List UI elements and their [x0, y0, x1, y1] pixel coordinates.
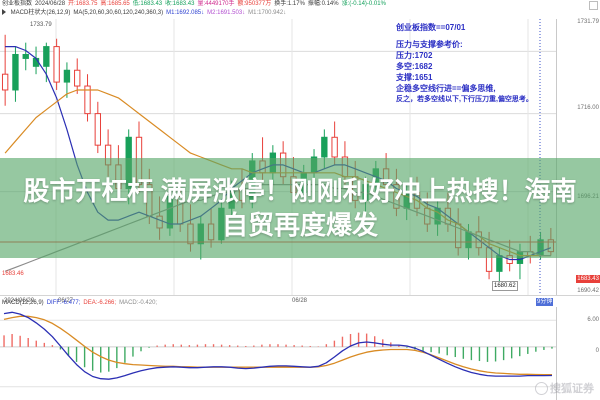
headline-overlay: 股市开杠杆 满屏涨停！刚刚利好冲上热搜！海南 自贸再度爆发: [0, 158, 600, 258]
axis-label-secondary: 1690.42: [577, 288, 599, 294]
axis-label-1: 1731.79: [577, 19, 599, 25]
window-corner-box[interactable]: [589, 1, 598, 10]
period-high-label: 1733.79: [30, 22, 52, 28]
note-title: 创业板指数==07/01: [396, 23, 466, 32]
macd-params-row: MACD(12,26,9) DIFF:-6.477; DEA:-6.266; MACD…: [0, 299, 600, 308]
note-line-5: 企稳多空线行进==偏多思维,: [396, 84, 496, 93]
quote-token-2: M1:1692.085↓: [166, 10, 205, 16]
date-label-mid: 06/27: [58, 298, 74, 304]
macd-chart-pane[interactable]: [0, 307, 556, 400]
macd-axis: 6.00 0: [556, 307, 600, 400]
current-price-tag: 1683.43: [576, 275, 600, 283]
quote-token-1: MA(5,20,60,30,60,120,240,360,3): [73, 10, 164, 16]
macd-axis-label-1: 6.00: [587, 317, 599, 323]
quote-token-2: DEA:-6.266;: [83, 300, 117, 306]
quote-token-5: 收:1683.43: [165, 1, 195, 7]
axis-label-2: 1716.00: [577, 105, 599, 111]
quote-token-3: 高:1685.65: [100, 1, 130, 7]
quote-token-0: MACD(12,26,9): [2, 300, 44, 306]
watermark-circle-icon: [535, 381, 548, 395]
watermark: 搜狐证券: [535, 380, 594, 396]
note-line-3: 多空:1682: [396, 62, 433, 71]
quote-header: 创业板指数 2024/06/28 开:1683.75 高:1685.65 低:1683.…: [0, 0, 600, 18]
quote-token-4: 低:1683.43: [132, 1, 163, 7]
quote-token-8: 换手:1.17%: [274, 1, 305, 7]
quote-token-3: M2:1691.503↓: [207, 10, 246, 16]
quote-token-0: MACD柱状大(26,12,9): [10, 10, 71, 16]
quote-token-0: 创业板指数: [2, 1, 33, 7]
macd-plot: [0, 311, 556, 388]
quote-token-1: 2024/06/28: [35, 1, 66, 7]
quote-token-4: M1:1700.942↓: [248, 10, 287, 16]
quote-token-1: DIFF:-6.477;: [46, 300, 81, 306]
quote-token-9: 振幅:0.14%: [307, 1, 339, 7]
quote-token-6: 量:4449170手: [197, 1, 235, 7]
date-label-tick: 06/28: [292, 298, 308, 304]
crosshair-time-tag: 9分钟: [536, 298, 554, 306]
note-line-6: 反之，若多空线以下,下行压刀重,偏空思考。: [396, 96, 533, 103]
quote-token-2: 开:1683.75: [68, 1, 98, 7]
indicator-params-row: MACD柱状大(26,12,9) MA(5,20,60,30,60,120,240…: [0, 9, 600, 18]
left-price-tag: 1683.46: [2, 271, 24, 277]
headline-line-2: 自贸再度爆发: [221, 210, 378, 240]
quote-token-10: 涨:(-0.14)-0.01%: [341, 1, 386, 7]
last-price-bubble: 1680.62: [492, 281, 518, 291]
note-line-1: 压力与支撑参考价:: [396, 40, 463, 49]
quote-summary-row: 创业板指数 2024/06/28 开:1683.75 高:1685.65 低:1683.…: [0, 0, 600, 9]
date-label-left: 2024/06/20: [4, 298, 35, 304]
note-line-2: 压力:1702: [396, 51, 433, 60]
quote-token-7: 额:950377万: [237, 1, 272, 7]
watermark-text: 搜狐证券: [550, 383, 594, 395]
macd-axis-label-2: 0: [595, 348, 599, 354]
quote-token-3: MACD:-0.420;: [119, 300, 158, 306]
analysis-annotation: 创业板指数==07/01 压力与支撑参考价: 压力:1702 多空:1682 支…: [396, 22, 566, 105]
expand-triangle-icon[interactable]: [2, 9, 6, 16]
headline-line-1: 股市开杠杆 满屏涨停！刚刚利好冲上热搜！海南: [23, 176, 577, 206]
note-line-4: 支撑:1651: [396, 73, 433, 82]
